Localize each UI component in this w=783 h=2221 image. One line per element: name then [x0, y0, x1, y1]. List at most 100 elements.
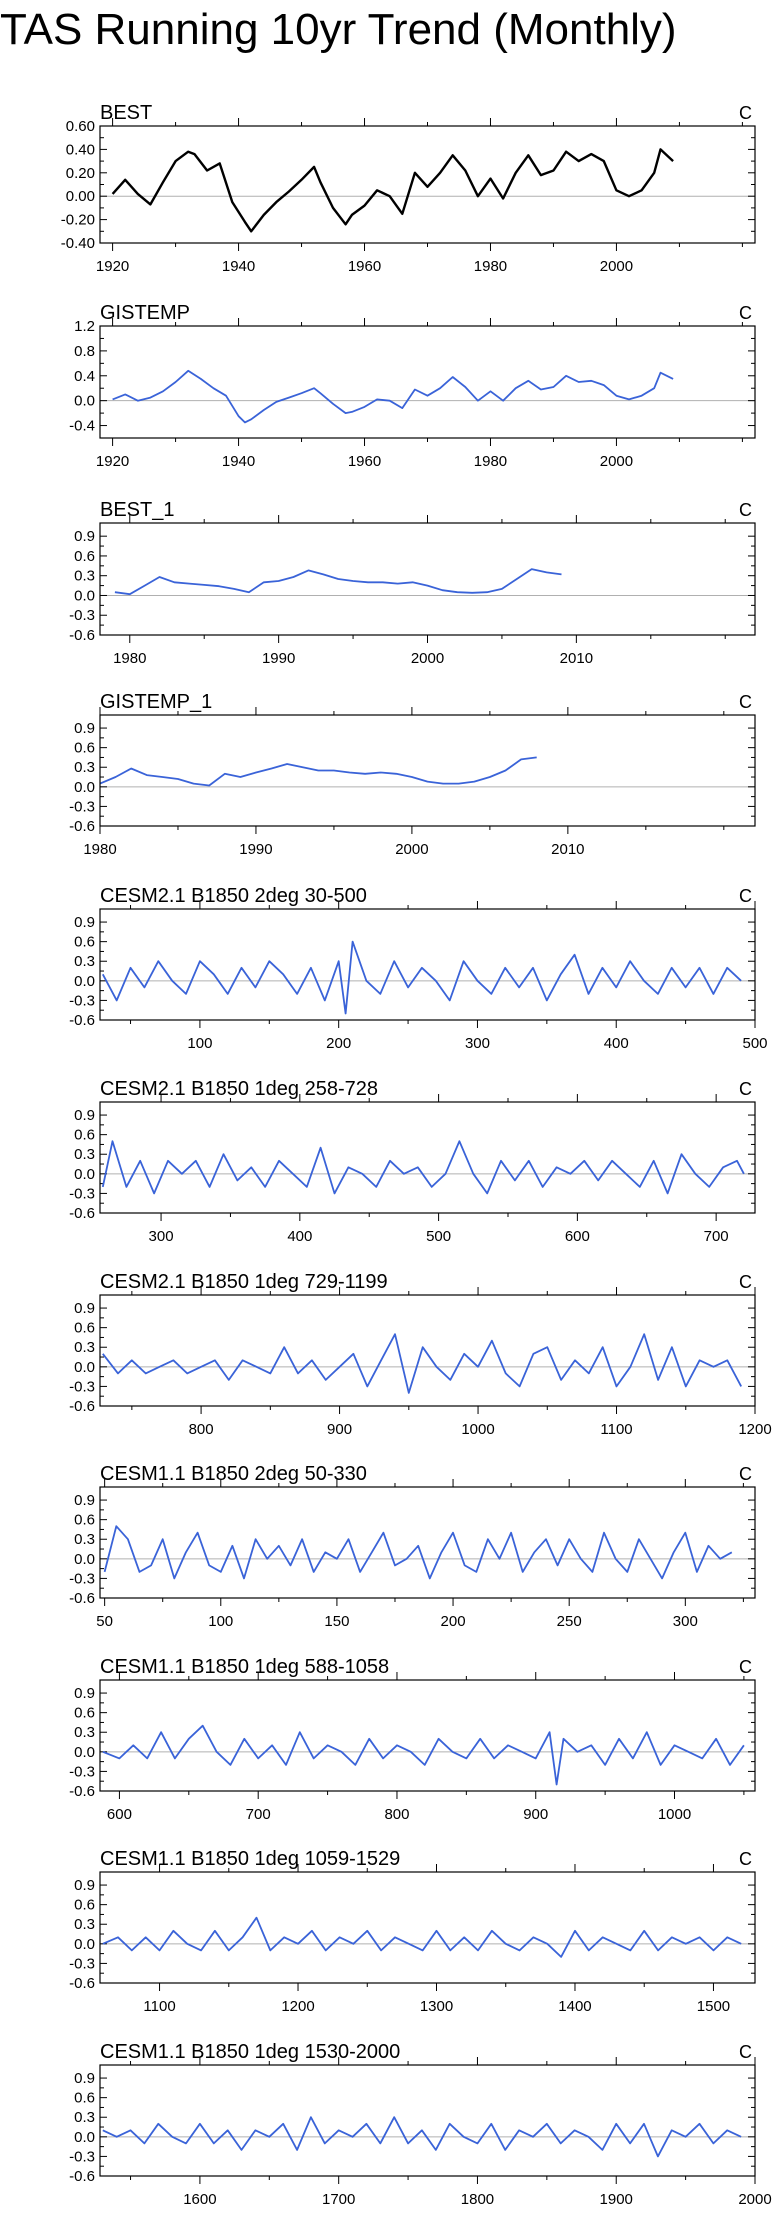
- x-tick-label: 1100: [143, 1998, 175, 2015]
- x-tick-label: 300: [465, 1035, 490, 1052]
- series-line: [102, 1916, 742, 1958]
- series-line: [102, 1724, 745, 1786]
- y-tick-label: -0.6: [69, 1783, 95, 1800]
- y-tick-label: -0.3: [69, 607, 95, 624]
- panel-title: BEST_1: [100, 499, 174, 521]
- x-tick-label: 200: [441, 1613, 466, 1630]
- y-tick-label: 0.0: [74, 973, 95, 990]
- y-tick-label: -0.3: [69, 992, 95, 1009]
- x-tick-label: 1990: [262, 650, 295, 667]
- panel-title: CESM2.1 B1850 2deg 30-500: [100, 885, 367, 907]
- y-tick-label: 0.4: [74, 368, 95, 385]
- plot-frame: [99, 1486, 756, 1599]
- x-tick-label: 600: [565, 1228, 590, 1245]
- y-tick-label: 0.6: [74, 1897, 95, 1914]
- y-tick-label: -0.6: [69, 2168, 95, 2185]
- y-tick-label: 1.2: [74, 318, 95, 335]
- series-line: [114, 568, 562, 596]
- y-tick-label: 0.0: [74, 393, 95, 410]
- x-tick-label: 1940: [222, 453, 255, 470]
- unit-label: C: [739, 2042, 752, 2062]
- x-tick-label: 1940: [222, 258, 255, 275]
- y-tick-label: 0.9: [74, 720, 95, 737]
- x-tick-label: 200: [326, 1035, 351, 1052]
- x-tick-label: 1000: [461, 1421, 494, 1438]
- x-tick-label: 600: [107, 1806, 132, 1823]
- y-tick-label: 0.6: [74, 1127, 95, 1144]
- y-tick-label: -0.4: [69, 418, 95, 435]
- y-tick-label: 0.3: [74, 2109, 95, 2126]
- y-tick-label: 0.9: [74, 1685, 95, 1702]
- chart-panel-9: CESM1.1 B1850 1deg 588-1058 C -0.6 -0.3 0.0 0…: [69, 1656, 756, 1823]
- panel-title: CESM2.1 B1850 1deg 258-728: [100, 1078, 378, 1100]
- y-tick-label: 0.9: [74, 1877, 95, 1894]
- y-tick-label: -0.3: [69, 2148, 95, 2165]
- unit-label: C: [739, 886, 752, 906]
- y-tick-label: 0.0: [74, 1359, 95, 1376]
- y-tick-label: 0.3: [74, 1531, 95, 1548]
- x-tick-label: 1960: [348, 258, 381, 275]
- unit-label: C: [739, 500, 752, 520]
- panel-title: GISTEMP: [100, 302, 190, 324]
- x-tick-label: 1980: [474, 258, 507, 275]
- y-tick-label: 0.0: [74, 1166, 95, 1183]
- x-tick-label: 900: [327, 1421, 352, 1438]
- chart-panel-8: CESM1.1 B1850 2deg 50-330 C -0.6 -0.3 0.0 0.3…: [69, 1463, 756, 1630]
- y-tick-label: 0.6: [74, 1320, 95, 1337]
- x-tick-label: 700: [246, 1806, 271, 1823]
- chart-panel-2: GISTEMP C -0.4 0.0 0.4 0.8 1.2 1920 1940 1960 1980…: [69, 302, 756, 470]
- plot-frame: [99, 714, 756, 827]
- panel-title: CESM1.1 B1850 1deg 1530-2000: [100, 2041, 400, 2063]
- y-tick-label: 0.6: [74, 2090, 95, 2107]
- x-tick-label: 500: [742, 1035, 767, 1052]
- y-tick-label: -0.6: [69, 627, 95, 644]
- y-tick-label: 0.3: [74, 953, 95, 970]
- y-tick-label: -0.3: [69, 1378, 95, 1395]
- plot-frame: [99, 1679, 756, 1792]
- x-tick-label: 1400: [558, 1998, 591, 2015]
- plot-frame: [99, 325, 756, 439]
- y-tick-label: -0.6: [69, 1590, 95, 1607]
- series-line: [102, 1333, 742, 1394]
- x-tick-label: 2010: [551, 841, 584, 858]
- x-tick-label: 50: [96, 1613, 113, 1630]
- unit-label: C: [739, 303, 752, 323]
- chart-panel-10: CESM1.1 B1850 1deg 1059-1529 C -0.6 -0.3 0.0…: [69, 1848, 756, 2015]
- series-line: [99, 756, 537, 787]
- chart-panel-3: BEST_1 C -0.6 -0.3 0.0 0.3 0.6 0.9 1980 1990 2000 2…: [69, 499, 756, 667]
- y-tick-label: 0.0: [74, 1744, 95, 1761]
- chart-panel-11: CESM1.1 B1850 1deg 1530-2000 C -0.6 -0.3 0.0…: [69, 2041, 772, 2208]
- x-tick-label: 1600: [183, 2191, 216, 2208]
- x-tick-label: 2000: [600, 258, 633, 275]
- x-tick-label: 1000: [658, 1806, 691, 1823]
- y-tick-label: 0.9: [74, 528, 95, 545]
- y-tick-label: -0.3: [69, 1955, 95, 1972]
- y-tick-label: 0.8: [74, 343, 95, 360]
- x-tick-label: 2000: [738, 2191, 771, 2208]
- x-tick-label: 250: [557, 1613, 582, 1630]
- plot-frame: [99, 125, 756, 244]
- unit-label: C: [739, 103, 752, 123]
- y-tick-label: 0.9: [74, 1300, 95, 1317]
- plot-frame: [99, 1871, 756, 1984]
- series-line: [101, 1140, 745, 1195]
- x-tick-label: 1900: [600, 2191, 633, 2208]
- y-tick-label: -0.20: [61, 212, 95, 229]
- x-tick-label: 1200: [738, 1421, 771, 1438]
- y-tick-label: 0.0: [74, 587, 95, 604]
- y-tick-label: -0.6: [69, 1975, 95, 1992]
- y-tick-label: 0.3: [74, 1724, 95, 1741]
- y-tick-label: -0.40: [61, 235, 95, 252]
- x-tick-label: 1920: [96, 453, 129, 470]
- plot-frame: [99, 1294, 756, 1407]
- y-tick-label: 0.9: [74, 1492, 95, 1509]
- x-tick-label: 150: [324, 1613, 349, 1630]
- series-line: [111, 148, 674, 233]
- y-tick-label: 0.6: [74, 1512, 95, 1529]
- x-tick-label: 100: [208, 1613, 233, 1630]
- x-tick-label: 1800: [461, 2191, 494, 2208]
- y-tick-label: -0.6: [69, 818, 95, 835]
- y-tick-label: 0.6: [74, 1705, 95, 1722]
- chart-panel-4: GISTEMP_1 C -0.6 -0.3 0.0 0.3 0.6 0.9 1980 1990 20…: [69, 691, 756, 858]
